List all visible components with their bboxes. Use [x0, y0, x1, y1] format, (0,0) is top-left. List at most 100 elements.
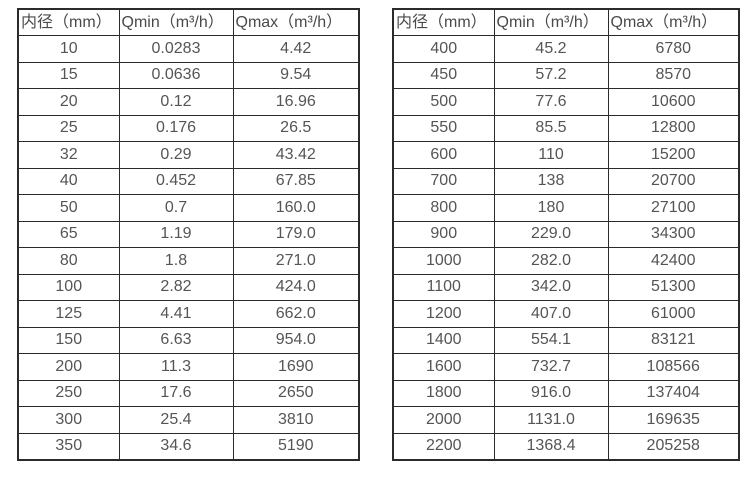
table-row: 250 17.6 2650	[17, 379, 360, 407]
table-cell: 300	[17, 406, 120, 434]
table-cell: 20	[17, 88, 120, 116]
table-cell: 34.6	[118, 432, 234, 460]
header-qmin: Qmin（m³/h）	[493, 8, 609, 36]
table-cell: 61000	[607, 300, 740, 328]
table-row: 550 85.5 12800	[392, 114, 740, 142]
table-cell: 662.0	[232, 300, 360, 328]
table-cell: 0.452	[118, 167, 234, 195]
table-row: 2000 1131.0 169635	[392, 406, 740, 434]
table-cell: 900	[392, 220, 495, 248]
table-row: 125 4.41 662.0	[17, 300, 360, 328]
table-cell: 40	[17, 167, 120, 195]
table-cell: 4.41	[118, 300, 234, 328]
table-cell: 125	[17, 300, 120, 328]
table-cell: 1690	[232, 353, 360, 381]
table-cell: 5190	[232, 432, 360, 460]
table-cell: 4.42	[232, 35, 360, 63]
table-row: 40 0.452 67.85	[17, 167, 360, 195]
table-cell: 8570	[607, 61, 740, 89]
table-row: 20 0.12 16.96	[17, 88, 360, 116]
table-cell: 0.0636	[118, 61, 234, 89]
table-cell: 42400	[607, 247, 740, 275]
table-cell: 150	[17, 326, 120, 354]
table-cell: 2200	[392, 432, 495, 460]
table-cell: 51300	[607, 273, 740, 301]
table-row: 1600 732.7 108566	[392, 353, 740, 381]
table-row: 80 1.8 271.0	[17, 247, 360, 275]
table-row: 1400 554.1 83121	[392, 326, 740, 354]
table-cell: 200	[17, 353, 120, 381]
table-cell: 1400	[392, 326, 495, 354]
table-row: 350 34.6 5190	[17, 432, 360, 460]
table-cell: 800	[392, 194, 495, 222]
table-cell: 6780	[607, 35, 740, 63]
flow-rate-spec-tables: 内径（mm） Qmin（m³/h） Qmax（m³/h） 10 0.0283 4.4…	[17, 8, 740, 461]
table-cell: 1100	[392, 273, 495, 301]
table-cell: 34300	[607, 220, 740, 248]
table-cell: 65	[17, 220, 120, 248]
table-cell: 43.42	[232, 141, 360, 169]
table-row: 300 25.4 3810	[17, 406, 360, 434]
table-cell: 554.1	[493, 326, 609, 354]
table-cell: 15	[17, 61, 120, 89]
table-cell: 916.0	[493, 379, 609, 407]
table-cell: 180	[493, 194, 609, 222]
table-row: 150 6.63 954.0	[17, 326, 360, 354]
table-row: 1000 282.0 42400	[392, 247, 740, 275]
table-body: 10 0.0283 4.42 15 0.0636 9.54 20 0.12 16.96 25 0.1…	[17, 35, 360, 460]
table-row: 200 11.3 1690	[17, 353, 360, 381]
table-row: 400 45.2 6780	[392, 35, 740, 63]
table-cell: 0.29	[118, 141, 234, 169]
table-cell: 424.0	[232, 273, 360, 301]
table-cell: 0.12	[118, 88, 234, 116]
table-cell: 137404	[607, 379, 740, 407]
header-qmin: Qmin（m³/h）	[118, 8, 234, 36]
table-cell: 407.0	[493, 300, 609, 328]
table-cell: 16.96	[232, 88, 360, 116]
table-row: 15 0.0636 9.54	[17, 61, 360, 89]
table-row: 700 138 20700	[392, 167, 740, 195]
header-diameter: 内径（mm）	[17, 8, 120, 36]
table-cell: 1600	[392, 353, 495, 381]
table-cell: 57.2	[493, 61, 609, 89]
table-cell: 160.0	[232, 194, 360, 222]
table-cell: 954.0	[232, 326, 360, 354]
table-cell: 0.0283	[118, 35, 234, 63]
table-cell: 0.176	[118, 114, 234, 142]
table-cell: 2.82	[118, 273, 234, 301]
table-cell: 3810	[232, 406, 360, 434]
table-row: 2200 1368.4 205258	[392, 432, 740, 460]
header-row: 内径（mm） Qmin（m³/h） Qmax（m³/h）	[17, 8, 360, 36]
flow-table-small-diameters: 内径（mm） Qmin（m³/h） Qmax（m³/h） 10 0.0283 4.4…	[17, 8, 360, 461]
table-cell: 26.5	[232, 114, 360, 142]
table-row: 65 1.19 179.0	[17, 220, 360, 248]
table-cell: 169635	[607, 406, 740, 434]
table-cell: 9.54	[232, 61, 360, 89]
table-cell: 83121	[607, 326, 740, 354]
table-cell: 25.4	[118, 406, 234, 434]
table-cell: 138	[493, 167, 609, 195]
table-cell: 2650	[232, 379, 360, 407]
table-cell: 17.6	[118, 379, 234, 407]
table-cell: 50	[17, 194, 120, 222]
table-cell: 15200	[607, 141, 740, 169]
table-cell: 600	[392, 141, 495, 169]
header-qmax: Qmax（m³/h）	[607, 8, 740, 36]
table-row: 100 2.82 424.0	[17, 273, 360, 301]
table-cell: 20700	[607, 167, 740, 195]
table-cell: 400	[392, 35, 495, 63]
table-cell: 2000	[392, 406, 495, 434]
header-row: 内径（mm） Qmin（m³/h） Qmax（m³/h）	[392, 8, 740, 36]
table-cell: 1800	[392, 379, 495, 407]
table-cell: 25	[17, 114, 120, 142]
table-cell: 179.0	[232, 220, 360, 248]
table-cell: 67.85	[232, 167, 360, 195]
table-row: 800 180 27100	[392, 194, 740, 222]
table-cell: 27100	[607, 194, 740, 222]
table-cell: 1.8	[118, 247, 234, 275]
table-row: 1800 916.0 137404	[392, 379, 740, 407]
table-cell: 45.2	[493, 35, 609, 63]
table-cell: 500	[392, 88, 495, 116]
table-row: 1100 342.0 51300	[392, 273, 740, 301]
table-cell: 732.7	[493, 353, 609, 381]
